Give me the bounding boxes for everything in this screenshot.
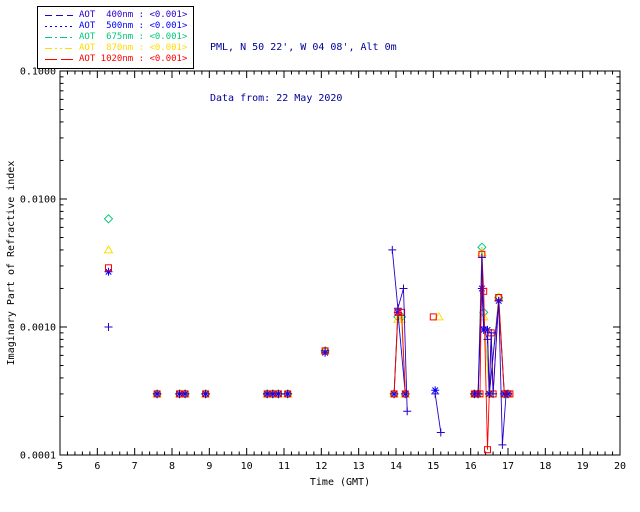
legend-entry: AOT 500nm : <0.001> xyxy=(44,21,187,31)
marker-asterisk xyxy=(483,325,492,334)
x-tick-label: 13 xyxy=(353,461,365,472)
marker-plus xyxy=(201,389,210,398)
x-tick-label: 10 xyxy=(241,461,253,472)
marker-plus xyxy=(403,407,412,416)
marker-plus xyxy=(104,323,113,331)
marker-plus xyxy=(483,335,492,344)
legend-entry-label: AOT 500nm : <0.001> xyxy=(79,21,188,31)
marker-plus xyxy=(393,304,402,313)
x-tick-label: 17 xyxy=(502,461,514,472)
legend-line-sample xyxy=(45,58,73,60)
marker-triangle xyxy=(434,311,444,321)
x-axis: 5 6 7 8 9 10 11 12 13 14 15 16 17 18 19 20 xyxy=(57,71,626,472)
y-tick-label: 0.0100 xyxy=(20,195,56,206)
legend-entry: AOT 1020nm : <0.001> xyxy=(44,54,187,64)
marker-plus xyxy=(388,245,397,254)
y-axis-title: Imaginary Part of Refractive index xyxy=(6,161,17,366)
legend-entry: AOT 675nm : <0.001> xyxy=(44,32,187,42)
marker-square xyxy=(429,313,437,321)
x-tick-label: 12 xyxy=(315,461,327,472)
marker-plus xyxy=(431,389,440,398)
y-axis: 0.0001 0.0010 0.0100 0.1000 xyxy=(20,67,620,462)
x-tick-label: 6 xyxy=(94,461,100,472)
series-aot-500nm xyxy=(104,267,512,398)
marker-plus xyxy=(399,284,408,293)
marker-triangle xyxy=(103,244,114,254)
marker-plus xyxy=(474,389,483,398)
marker-square xyxy=(105,264,112,272)
x-tick-label: 18 xyxy=(539,461,551,472)
marker-plus xyxy=(498,440,507,449)
legend-entry-label: AOT 675nm : <0.001> xyxy=(79,32,188,42)
marker-plus xyxy=(274,389,283,398)
header-date: Data from: 22 May 2020 xyxy=(210,93,343,104)
legend-entry: AOT 400nm : <0.001> xyxy=(44,10,187,20)
x-tick-label: 20 xyxy=(614,461,626,472)
x-tick-label: 5 xyxy=(57,461,63,472)
y-tick-label: 0.1000 xyxy=(20,67,56,78)
marker-square xyxy=(484,446,491,454)
x-tick-label: 11 xyxy=(278,461,290,472)
marker-diamond xyxy=(103,214,114,224)
legend-line-sample xyxy=(45,14,73,16)
series-aot-870nm xyxy=(103,244,513,398)
series-line xyxy=(434,393,442,433)
marker-plus xyxy=(153,389,162,398)
legend-entry: AOT 870nm : <0.001> xyxy=(44,43,187,53)
plot-frame xyxy=(59,70,621,456)
legend: AOT 400nm : <0.001> AOT 500nm : <0.001> AO… xyxy=(37,6,195,69)
marker-plus xyxy=(487,328,496,337)
x-tick-label: 8 xyxy=(169,461,175,472)
x-tick-label: 9 xyxy=(206,461,212,472)
header-block: PML, N 50 22', W 04 08', Alt 0m Data fro… xyxy=(210,5,397,141)
marker-plus xyxy=(181,389,190,398)
marker-plus xyxy=(477,253,486,262)
x-tick-label: 15 xyxy=(427,461,439,472)
marker-asterisk xyxy=(104,267,113,276)
series-line xyxy=(474,257,508,445)
marker-square xyxy=(401,390,409,398)
x-axis-title: Time (GMT) xyxy=(310,477,370,488)
header-site: PML, N 50 22', W 04 08', Alt 0m xyxy=(210,42,397,53)
legend-entry-label: AOT 1020nm : <0.001> xyxy=(79,54,188,64)
marker-plus xyxy=(504,389,512,398)
marker-square xyxy=(390,390,398,398)
series-aot-400nm xyxy=(104,245,512,449)
legend-line-sample xyxy=(45,25,73,27)
x-tick-label: 16 xyxy=(465,461,477,472)
legend-line-sample xyxy=(45,47,73,49)
y-tick-label: 0.0010 xyxy=(20,323,56,334)
legend-line-sample xyxy=(45,36,73,38)
x-tick-label: 7 xyxy=(132,461,138,472)
marker-plus xyxy=(283,389,292,398)
series-line xyxy=(391,249,408,412)
legend-entry-label: AOT 870nm : <0.001> xyxy=(79,43,188,53)
x-tick-label: 19 xyxy=(577,461,589,472)
marker-plus xyxy=(479,323,488,331)
marker-plus xyxy=(494,296,503,305)
series-aot-1020nm xyxy=(105,250,514,454)
series-aot-675nm xyxy=(103,214,513,399)
legend-entry-label: AOT 400nm : <0.001> xyxy=(79,10,188,20)
marker-plus xyxy=(321,346,330,355)
marker-plus xyxy=(489,389,498,398)
y-tick-label: 0.0001 xyxy=(20,451,56,462)
x-tick-label: 14 xyxy=(390,461,402,472)
series-line xyxy=(393,311,406,394)
marker-plus xyxy=(436,428,445,437)
